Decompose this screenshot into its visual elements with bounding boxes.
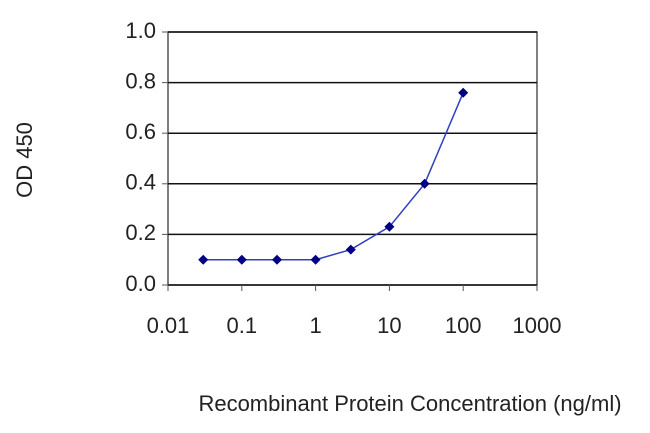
- data-point: [458, 87, 469, 98]
- y-tick-label: 0.2: [125, 220, 156, 245]
- x-tick-label: 0.01: [147, 313, 190, 338]
- x-tick-label: 10: [377, 313, 401, 338]
- y-tick-label: 0.4: [125, 170, 156, 195]
- x-tick-label: 100: [445, 313, 482, 338]
- series-line: [203, 92, 464, 261]
- y-tick-label: 0.0: [125, 271, 156, 296]
- data-point: [345, 244, 356, 255]
- x-axis-label: Recombinant Protein Concentration (ng/ml…: [198, 391, 621, 416]
- y-tick-label: 0.6: [125, 119, 156, 144]
- x-tick-label: 1000: [513, 313, 562, 338]
- data-point: [272, 254, 283, 265]
- y-tick-label: 0.8: [125, 68, 156, 93]
- data-point: [310, 254, 321, 265]
- x-tick-label: 0.1: [227, 313, 258, 338]
- plot-area: [167, 31, 538, 286]
- y-axis-label: OD 450: [12, 122, 37, 198]
- data-point: [419, 178, 430, 189]
- data-point: [236, 254, 247, 265]
- data-point: [198, 254, 209, 265]
- x-tick-label: 1: [309, 313, 321, 338]
- data-point: [384, 221, 395, 232]
- y-tick-label: 1.0: [125, 18, 156, 43]
